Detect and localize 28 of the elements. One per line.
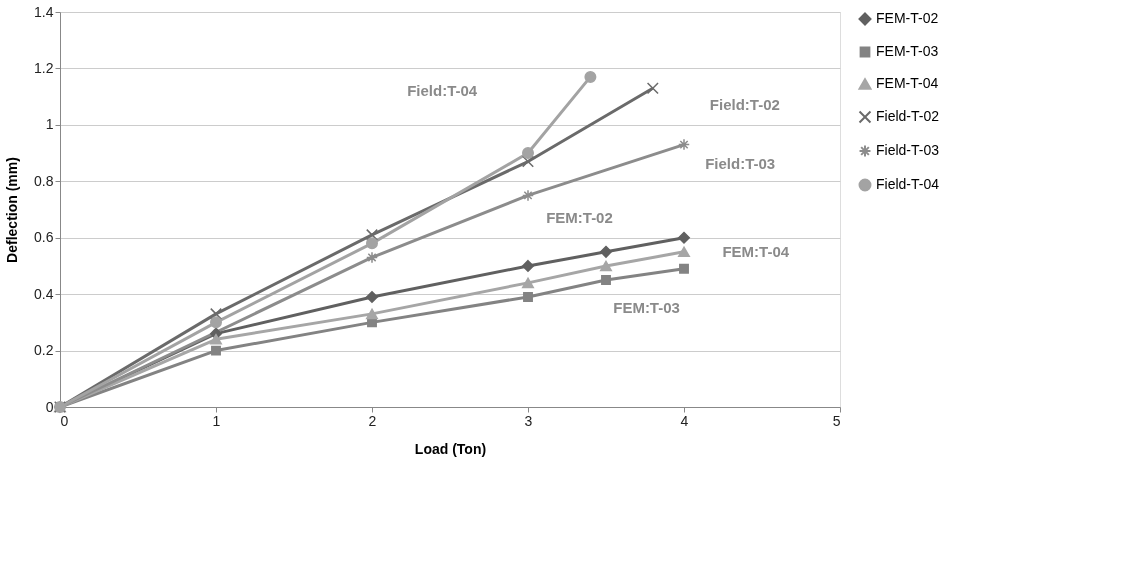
legend-label: FEM-T-04 — [876, 75, 939, 91]
y-tick-label: 0.4 — [34, 285, 54, 302]
annotation: Field:T-02 — [709, 96, 780, 114]
annotation: FEM:T-03 — [613, 299, 680, 317]
y-tick-label: 0.8 — [34, 172, 54, 189]
legend-label: FEM-T-03 — [876, 43, 939, 59]
x-tick-label: 1 — [212, 412, 221, 429]
legend-label: Field-T-02 — [876, 108, 940, 124]
annotation: Field:T-04 — [407, 82, 478, 99]
y-tick-label: 0.6 — [34, 229, 54, 246]
y-tick-label: 0 — [45, 398, 54, 415]
annotation: FEM:T-02 — [546, 208, 613, 226]
annotation: FEM:T-04 — [722, 242, 790, 260]
x-axis-title: Load (Ton) — [414, 440, 487, 457]
x-tick-label: 3 — [524, 412, 533, 429]
y-tick-label: 0.2 — [34, 342, 54, 359]
y-tick-label: 1.4 — [34, 3, 54, 20]
x-tick-label: 0 — [60, 412, 69, 429]
legend-label: Field-T-03 — [876, 142, 940, 158]
y-tick-label: 1.2 — [34, 59, 54, 76]
legend-label: FEM-T-02 — [876, 10, 939, 26]
legend-label: Field-T-04 — [876, 176, 940, 192]
y-tick-label: 1 — [45, 116, 54, 133]
x-tick-label: 4 — [680, 412, 689, 429]
annotation: Field:T-03 — [705, 155, 776, 173]
x-tick-label: 5 — [832, 412, 841, 429]
x-tick-label: 2 — [368, 412, 377, 429]
y-axis-title: Deflection (mm) — [4, 157, 21, 263]
